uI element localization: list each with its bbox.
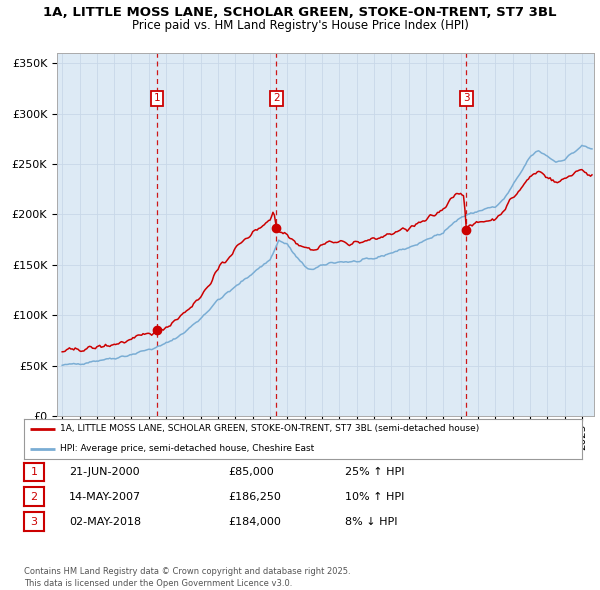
Text: £184,000: £184,000 xyxy=(228,517,281,526)
Text: 3: 3 xyxy=(31,517,37,526)
Text: 3: 3 xyxy=(463,93,470,103)
Text: 2: 2 xyxy=(273,93,280,103)
Text: 2: 2 xyxy=(31,492,37,502)
Text: 1A, LITTLE MOSS LANE, SCHOLAR GREEN, STOKE-ON-TRENT, ST7 3BL: 1A, LITTLE MOSS LANE, SCHOLAR GREEN, STO… xyxy=(43,6,557,19)
Text: £186,250: £186,250 xyxy=(228,492,281,502)
Text: 10% ↑ HPI: 10% ↑ HPI xyxy=(345,492,404,502)
Text: 14-MAY-2007: 14-MAY-2007 xyxy=(69,492,141,502)
Text: 1: 1 xyxy=(154,93,160,103)
Text: Price paid vs. HM Land Registry's House Price Index (HPI): Price paid vs. HM Land Registry's House … xyxy=(131,19,469,32)
Text: 21-JUN-2000: 21-JUN-2000 xyxy=(69,467,140,477)
Text: HPI: Average price, semi-detached house, Cheshire East: HPI: Average price, semi-detached house,… xyxy=(60,444,314,454)
Text: Contains HM Land Registry data © Crown copyright and database right 2025.
This d: Contains HM Land Registry data © Crown c… xyxy=(24,568,350,588)
Text: 1: 1 xyxy=(31,467,37,477)
Text: 8% ↓ HPI: 8% ↓ HPI xyxy=(345,517,398,526)
Text: £85,000: £85,000 xyxy=(228,467,274,477)
Text: 02-MAY-2018: 02-MAY-2018 xyxy=(69,517,141,526)
Text: 25% ↑ HPI: 25% ↑ HPI xyxy=(345,467,404,477)
Text: 1A, LITTLE MOSS LANE, SCHOLAR GREEN, STOKE-ON-TRENT, ST7 3BL (semi-detached hous: 1A, LITTLE MOSS LANE, SCHOLAR GREEN, STO… xyxy=(60,424,479,434)
